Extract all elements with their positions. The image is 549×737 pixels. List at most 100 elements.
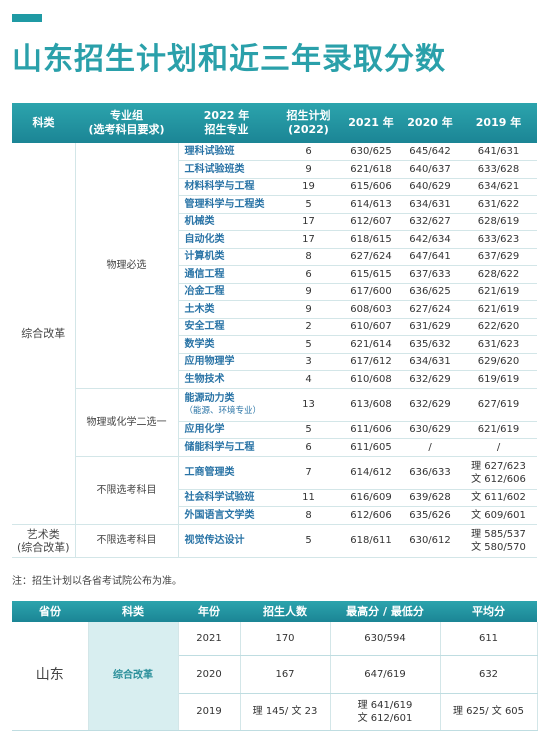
cell-line: 文 612/601 — [357, 712, 413, 724]
cell-text: / — [428, 441, 432, 453]
value-cell: 612/606 — [342, 506, 400, 525]
cell-text: 640/629 — [409, 181, 451, 193]
value-cell: 614/612 — [342, 456, 400, 490]
major-cell: 计算机类 — [178, 248, 275, 266]
cell-text: 6 — [305, 146, 312, 157]
cell-line: 2022 年 — [203, 109, 250, 122]
major-cell: 能源动力类 （能源、环境专业） — [178, 388, 275, 422]
data-row: 综合改革 物理必选 理科试验班 6 630/625 645/642 641/631 — [12, 143, 537, 525]
value-cell: 636/633 — [400, 456, 460, 490]
cell-text: 615/615 — [350, 268, 392, 280]
header-cell: 2021 年 — [342, 103, 400, 143]
cell-text: 不限选考科目 — [96, 484, 157, 496]
value-cell: 616/609 — [342, 489, 400, 507]
cell-line: 能源动力类 — [184, 392, 235, 404]
value-cell: 642/634 — [400, 230, 460, 249]
cell-text: 618/611 — [350, 535, 392, 546]
value-cell: 640/629 — [400, 178, 460, 196]
cell-text: 平均分 — [472, 604, 505, 618]
value-cell: 文 611/602 — [460, 489, 537, 507]
cell-text: 5 — [305, 198, 312, 210]
cell-line: 文 612/606 — [471, 473, 526, 485]
value-cell: 633/628 — [460, 160, 537, 179]
value-cell: 7 — [275, 456, 342, 490]
cell-text: 自动化类 — [184, 233, 225, 245]
value-cell: 610/607 — [342, 318, 400, 336]
major-cell: 机械类 — [178, 213, 275, 231]
cell-text: 627/624 — [409, 303, 451, 315]
cell-text: 621/614 — [350, 338, 392, 350]
cell-text: 631/622 — [477, 198, 520, 210]
major-cell: 应用物理学 — [178, 353, 275, 371]
value-cell: 611/605 — [342, 438, 400, 457]
header-cell: 招生人数 — [240, 601, 330, 622]
header-cell: 最高分 / 最低分 — [330, 601, 440, 622]
cell-text: 642/634 — [409, 233, 451, 245]
value-cell: 647/619 — [330, 655, 441, 694]
value-cell: / — [400, 438, 460, 457]
data-row: 2019 理 145/ 文 23 理 641/619 文 612/601 理 625/ … — [12, 693, 538, 731]
cell-text: 167 — [275, 668, 295, 680]
cell-text: 9 — [305, 163, 312, 175]
cell-text: 621/619 — [477, 286, 520, 298]
value-cell: 636/625 — [400, 283, 460, 301]
data-row: 通信工程 6 615/615 637/633 628/622 — [12, 265, 537, 284]
cell-text: 619/619 — [477, 373, 520, 385]
cell-text: 9 — [305, 286, 312, 298]
cell-text: 6 — [305, 441, 312, 453]
cell-line: 招生专业 — [204, 123, 249, 136]
value-cell: 8 — [275, 248, 342, 266]
cell-line: (综合改革) — [16, 540, 70, 554]
cell-text: 632 — [478, 668, 499, 680]
value-cell: / — [460, 438, 537, 457]
cell-text: 629/620 — [477, 356, 520, 368]
cell-line: (2022) — [288, 123, 329, 136]
cell-text: 632/629 — [409, 399, 451, 410]
value-cell: 5 — [275, 335, 342, 354]
cell-text: 安全工程 — [184, 321, 225, 333]
value-cell: 6 — [275, 143, 342, 161]
cell-text: 省份 — [39, 604, 61, 618]
cell-text: 645/642 — [409, 146, 451, 157]
header-cell: 平均分 — [440, 601, 537, 622]
cell-text: 613/608 — [350, 399, 392, 410]
cell-text: 634/631 — [409, 198, 451, 210]
cell-text: 数学类 — [184, 338, 215, 350]
data-row: 机械类 17 612/607 632/627 628/619 — [12, 213, 537, 231]
cell-text: 理科试验班 — [184, 146, 235, 157]
header-cell: 科类 — [12, 103, 75, 143]
cell-text: 机械类 — [184, 216, 215, 228]
value-cell: 630/629 — [400, 421, 460, 439]
cell-text: 生物技术 — [184, 373, 225, 385]
cell-text: 637/633 — [409, 268, 451, 280]
data-row: 工科试验班类 9 621/618 640/637 633/628 — [12, 160, 537, 179]
cell-line: 艺术类 — [26, 527, 60, 541]
value-cell: 618/611 — [342, 524, 400, 558]
value-cell: 9 — [275, 283, 342, 301]
cell-text: 608/603 — [350, 303, 392, 315]
value-cell: 621/614 — [342, 335, 400, 354]
cell-text: 634/631 — [409, 356, 451, 368]
value-cell: 618/615 — [342, 230, 400, 249]
data-row: 自动化类 17 618/615 642/634 633/623 — [12, 230, 537, 249]
data-row: 冶金工程 9 617/600 636/625 621/619 — [12, 283, 537, 301]
cell-text: 理 145/ 文 23 — [252, 706, 318, 717]
major-cell: 工商管理类 — [178, 456, 275, 490]
value-cell: 621/619 — [460, 300, 537, 319]
cell-line: 招生计划 — [286, 109, 331, 122]
value-cell: 637/633 — [400, 265, 460, 284]
value-cell: 理 641/619 文 612/601 — [330, 693, 441, 731]
cell-text: 8 — [305, 509, 312, 521]
value-cell: 5 — [275, 421, 342, 439]
cell-text: 615/606 — [350, 181, 392, 193]
cell-line: 2020 年 — [407, 116, 453, 129]
value-cell: 611 — [440, 622, 538, 656]
cell-text: 612/607 — [350, 216, 392, 228]
value-cell: 637/629 — [460, 248, 537, 266]
cell-text: 647/641 — [409, 251, 451, 263]
cell-text: 647/619 — [364, 668, 406, 680]
value-cell: 608/603 — [342, 300, 400, 319]
major-cell: 通信工程 — [178, 265, 275, 284]
cell-text: 636/625 — [409, 286, 451, 298]
